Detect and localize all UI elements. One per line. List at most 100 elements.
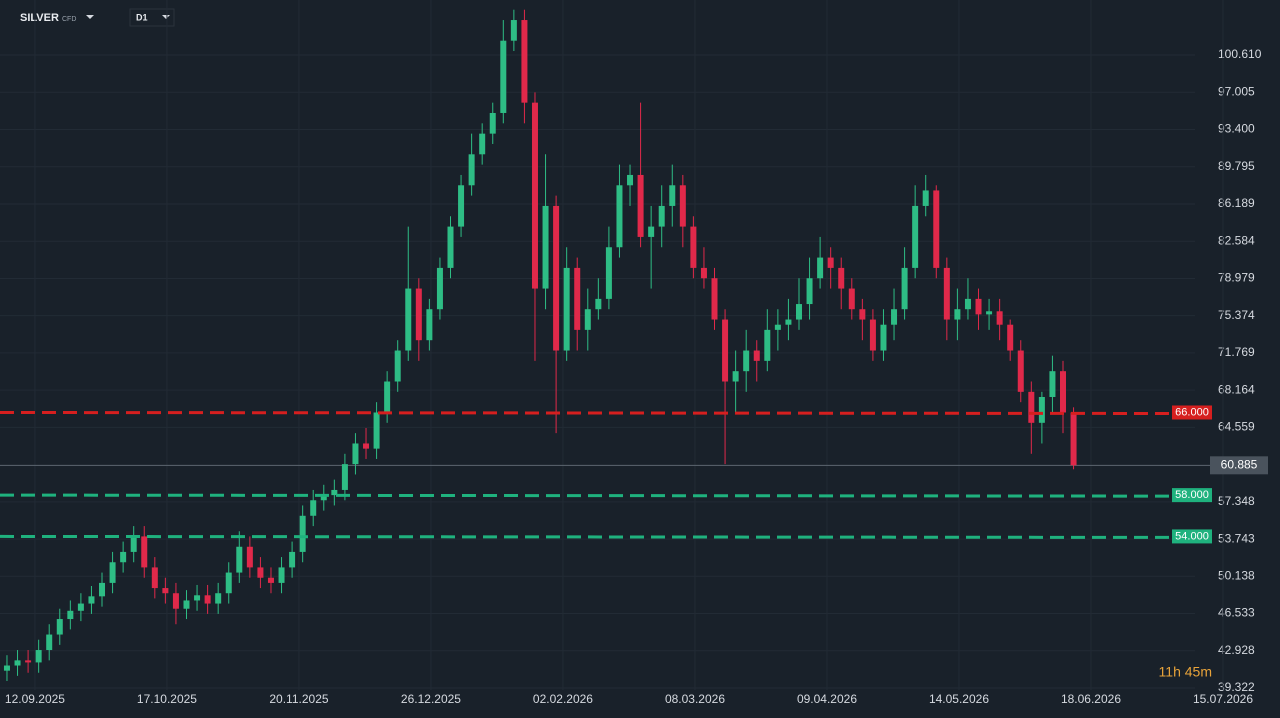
x-tick-label: 15.07.2026 <box>1193 692 1253 706</box>
candle-body <box>521 20 528 103</box>
level-label: 66.000 <box>1175 406 1209 418</box>
timer: 11h 45m <box>1159 664 1212 680</box>
y-tick-label: 89.795 <box>1218 159 1255 173</box>
candle-body <box>553 205 560 351</box>
last-price-tag <box>1210 456 1268 475</box>
candle-body <box>215 593 222 604</box>
candle-body <box>658 205 665 227</box>
candle-body <box>120 551 127 563</box>
candle-body <box>236 546 243 573</box>
candle-body <box>901 267 908 310</box>
candle-body <box>986 311 993 315</box>
candle-body <box>109 562 116 583</box>
candle-body <box>99 582 106 597</box>
level-tag <box>1172 488 1212 503</box>
x-tick-label: 26.12.2025 <box>401 692 461 706</box>
candle-body <box>838 267 845 289</box>
candle-body <box>732 371 739 382</box>
candle-body <box>1059 371 1066 413</box>
candle-body <box>869 319 876 351</box>
candle-body <box>310 500 317 516</box>
candle-body <box>711 278 718 320</box>
candle-body <box>468 154 475 186</box>
candle-body <box>204 595 211 604</box>
candle-body <box>426 309 433 341</box>
candle-body <box>14 660 21 666</box>
candle-body <box>764 329 771 361</box>
x-tick-label: 17.10.2025 <box>137 692 197 706</box>
candle-body <box>743 350 750 372</box>
candle-body <box>3 665 10 671</box>
candle-body <box>331 489 338 496</box>
level-label: 54.000 <box>1175 530 1209 542</box>
y-tick-label: 78.979 <box>1218 271 1255 285</box>
y-tick-label: 71.769 <box>1218 345 1255 359</box>
candle-body <box>679 185 686 227</box>
candle-body <box>880 324 887 351</box>
candle-body <box>436 267 443 310</box>
last-price-label: 60.885 <box>1221 457 1258 471</box>
candle-body <box>975 298 982 315</box>
timeframe-dropdown[interactable] <box>162 15 170 19</box>
x-tick-label: 20.11.2025 <box>269 692 328 706</box>
candle-body <box>1007 324 1014 351</box>
candle-body <box>1017 350 1024 392</box>
symbol[interactable]: SILVER <box>20 12 59 24</box>
candle-body <box>384 381 391 413</box>
candle-body <box>225 572 232 594</box>
candle-body <box>574 267 581 330</box>
candle-body <box>637 174 644 237</box>
candle-body <box>341 464 348 490</box>
candle-body <box>130 536 137 552</box>
candle-body <box>627 174 634 186</box>
candle-body <box>795 304 802 320</box>
candle-body <box>700 267 707 279</box>
y-tick-label: 46.533 <box>1218 606 1255 620</box>
y-tick-label: 53.743 <box>1218 531 1255 545</box>
candle-body <box>912 205 919 268</box>
x-tick-label: 14.05.2026 <box>929 692 989 706</box>
x-tick-label: 08.03.2026 <box>665 692 725 706</box>
y-tick-label: 39.322 <box>1218 680 1255 694</box>
y-tick-label: 93.400 <box>1218 122 1255 136</box>
level-line <box>0 410 1171 415</box>
candle-body <box>373 412 380 449</box>
candle-body <box>584 309 591 330</box>
timeframe[interactable]: D1 <box>136 12 148 22</box>
candle-body <box>500 40 507 113</box>
candle-body <box>278 567 285 583</box>
x-tick-label: 09.04.2026 <box>797 692 857 706</box>
candle-body <box>88 596 95 604</box>
candle-body <box>162 588 169 594</box>
candle-body <box>1049 371 1056 398</box>
candle-body <box>246 546 253 568</box>
candle-body <box>1070 412 1077 466</box>
candle-body <box>806 278 813 305</box>
candle-body <box>848 288 855 310</box>
candle-body <box>595 298 602 310</box>
candle-body <box>1028 391 1035 423</box>
y-tick-label: 75.374 <box>1218 308 1255 322</box>
symbol-dropdown[interactable] <box>86 15 94 19</box>
y-tick-label: 57.348 <box>1218 494 1255 508</box>
candle-body <box>172 593 179 609</box>
candle-body <box>891 309 898 325</box>
candle-body <box>827 257 834 268</box>
candle-body <box>141 536 148 568</box>
x-tick-label: 18.06.2026 <box>1061 692 1121 706</box>
candle-body <box>648 226 655 237</box>
y-tick-label: 64.559 <box>1218 420 1255 434</box>
candle-body <box>859 309 866 320</box>
candle-body <box>669 185 676 206</box>
y-tick-label: 82.584 <box>1218 233 1255 247</box>
candle-body <box>542 205 549 289</box>
candle-body <box>996 311 1003 325</box>
y-tick-label: 97.005 <box>1218 84 1255 98</box>
level-line <box>0 493 1171 498</box>
level-tag <box>1172 529 1212 544</box>
y-tick-label: 86.189 <box>1218 196 1255 210</box>
timeframe-box[interactable] <box>129 8 175 27</box>
candle-body <box>563 267 570 351</box>
candle-body <box>151 567 158 589</box>
